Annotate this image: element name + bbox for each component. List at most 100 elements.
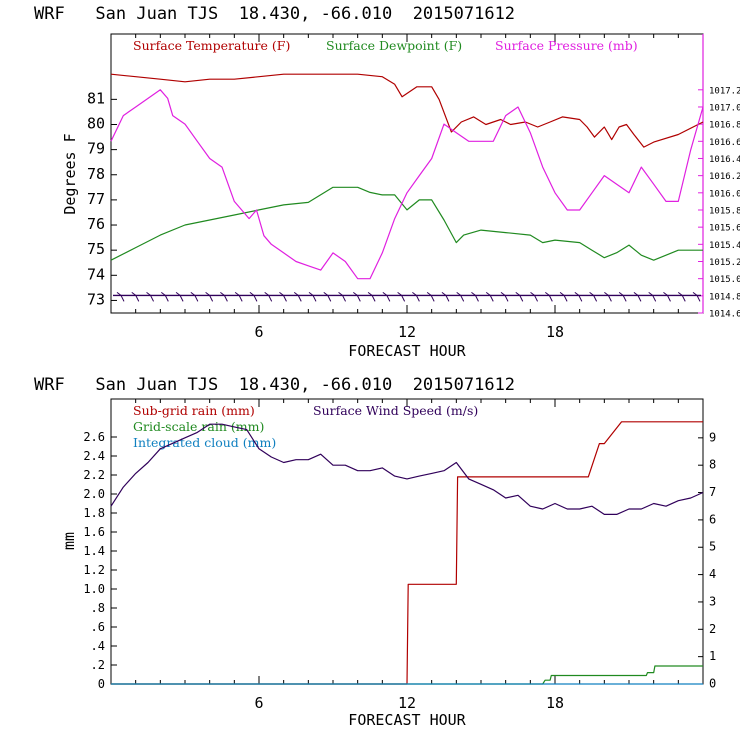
plot-frame: [110, 33, 704, 314]
dewpoint-line: [110, 186, 703, 261]
wind-barb-flag: [116, 292, 122, 296]
y2-tick-label: 3: [709, 594, 716, 608]
y-tick-label: 1.6: [83, 525, 105, 539]
wind-barb-flag: [589, 292, 594, 296]
y-tick-label: .4: [91, 639, 105, 653]
y2-tick-label: 1016.8: [709, 121, 740, 131]
wind-barbs: [113, 292, 701, 302]
chart-title: WRF San Juan TJS 18.430, -66.010 2015071…: [34, 375, 515, 395]
series-group: [110, 73, 704, 280]
legend-subgrid-rain: Sub-grid rain (mm): [133, 403, 255, 418]
y-tick-label: 1.0: [83, 582, 105, 596]
y-tick-label: 81: [87, 89, 105, 107]
wind-barb-flag: [146, 292, 151, 296]
wind-barb: [696, 295, 701, 302]
y2-tick-label: 6: [709, 512, 716, 526]
legend-temperature: Surface Temperature (F): [133, 38, 290, 53]
y2-tick-label: 5: [709, 540, 716, 554]
wind-barb-flag: [648, 292, 653, 296]
legend-dewpoint: Surface Dewpoint (F): [326, 38, 462, 53]
wind-barb: [223, 295, 228, 302]
wind-barb: [460, 295, 465, 302]
wind-barb: [209, 295, 214, 302]
y-tick-label: 80: [87, 114, 105, 132]
legend-wind-speed: Surface Wind Speed (m/s): [313, 403, 478, 418]
wind-barb: [415, 295, 420, 302]
y-tick-label: 0: [98, 677, 105, 691]
wind-speed-line: [110, 423, 704, 516]
y2-tick-label: 9: [709, 430, 716, 444]
wind-barb: [667, 295, 671, 302]
wind-barb: [120, 295, 125, 302]
y2-tick-label: 1016.4: [709, 155, 740, 165]
wind-barb: [268, 295, 273, 302]
y-tick-label: 78: [87, 165, 105, 183]
wind-barb: [548, 295, 553, 302]
wind-barb-flag: [633, 292, 639, 296]
x-axis: 6 12 18: [135, 34, 679, 341]
y-axis-right: 0 1 2 3 4 5 6 7 8 9: [698, 430, 716, 691]
y-axis-right: 1014.6 1014.8 1015.0 1015.2 1015.4 1015.6 1015…: [698, 86, 740, 320]
y2-tick-label: 2: [709, 622, 716, 636]
y-tick-label: 76: [87, 215, 105, 233]
wind-barb: [681, 295, 686, 302]
y-tick-label: 2.6: [83, 430, 105, 444]
y-tick-label: 2.4: [83, 449, 105, 463]
y-tick-label: .8: [91, 601, 105, 615]
y-axis-label: mm: [60, 532, 78, 550]
wind-barb-flag: [515, 292, 521, 296]
y2-tick-label: 1015.0: [709, 275, 740, 285]
wind-barb: [445, 295, 450, 302]
wind-barb: [253, 295, 258, 302]
wind-barb-flag: [441, 292, 447, 296]
wind-barb-flag: [175, 292, 181, 296]
wind-barb-flag: [131, 292, 137, 296]
wind-barb-flag: [604, 292, 609, 296]
wind-barb: [401, 295, 406, 302]
wind-barb: [327, 295, 332, 302]
y-tick-label: 1.4: [83, 544, 105, 558]
y-tick-label: 75: [87, 240, 105, 258]
x-tick-label: 18: [546, 323, 564, 341]
temperature-line: [110, 73, 704, 148]
y-tick-label: 1.8: [83, 506, 105, 520]
wind-barb: [194, 295, 199, 302]
precipitation-chart: WRF San Juan TJS 18.430, -66.010 2015071…: [34, 375, 716, 729]
y2-tick-label: 7: [709, 485, 716, 499]
y2-tick-label: 4: [709, 567, 716, 581]
wind-barb-flag: [190, 292, 196, 296]
y-axis-label: Degrees F: [61, 133, 79, 214]
y2-tick-label: 0: [709, 677, 716, 691]
wind-barb: [135, 295, 140, 302]
wind-barb: [283, 295, 287, 302]
wind-barb: [312, 295, 317, 302]
wind-barb: [607, 295, 612, 302]
wind-barb-flag: [471, 292, 476, 296]
wind-barb: [519, 295, 524, 302]
x-axis-label: FORECAST HOUR: [348, 711, 466, 729]
temperature-chart: WRF San Juan TJS 18.430, -66.010 2015071…: [34, 4, 740, 360]
wind-barb: [342, 295, 346, 302]
y2-tick-label: 8: [709, 458, 716, 472]
x-tick-label: 12: [398, 694, 416, 712]
y-tick-label: 74: [87, 265, 105, 283]
wind-barb-flag: [161, 292, 166, 296]
wind-barb-flag: [293, 292, 299, 296]
wind-barb: [489, 295, 494, 302]
x-tick-label: 18: [546, 694, 564, 712]
wind-barb: [430, 295, 435, 302]
wind-barb-flag: [426, 292, 432, 296]
y-tick-label: 1.2: [83, 563, 105, 577]
wind-barb: [637, 295, 642, 302]
wind-barb-flag: [485, 292, 491, 296]
wind-barb-flag: [264, 292, 269, 296]
wind-barb-flag: [249, 292, 255, 296]
wind-barb-flag: [397, 292, 402, 296]
y2-tick-label: 1017.0: [709, 103, 740, 113]
wind-barb: [371, 295, 376, 302]
wind-barb: [534, 295, 538, 302]
wind-barb: [386, 295, 391, 302]
wind-barb-flag: [382, 292, 388, 296]
wind-barb-flag: [323, 292, 329, 296]
wind-barb: [179, 295, 184, 302]
